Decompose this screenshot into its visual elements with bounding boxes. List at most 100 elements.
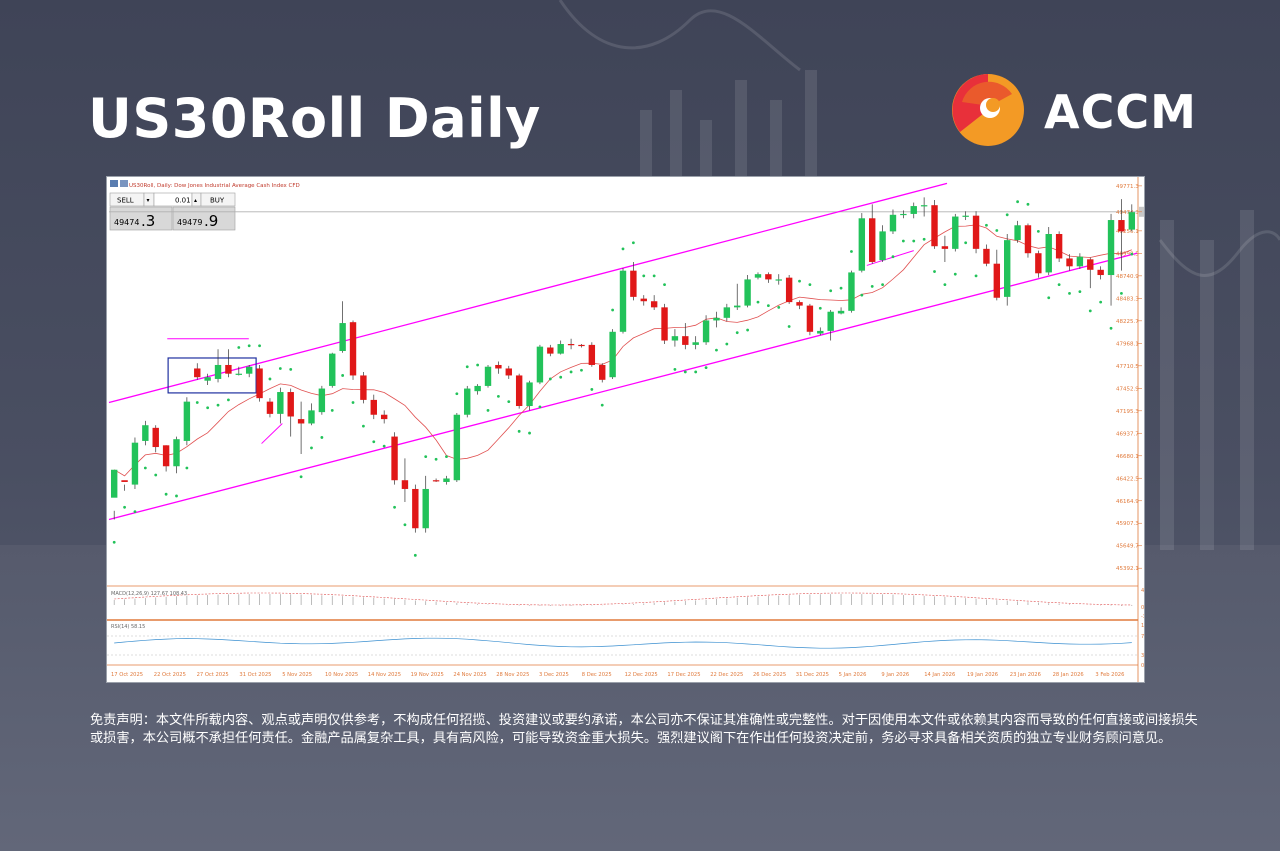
y-tick-label: 46937.7 [1116, 431, 1139, 437]
candle-body [245, 366, 253, 374]
sar-dot [1016, 200, 1019, 204]
sar-dot [528, 431, 531, 435]
sar-dot [808, 283, 812, 287]
candle-body [1045, 234, 1052, 273]
candle-body [515, 375, 523, 407]
y-tick-label: 45649.7 [1116, 544, 1139, 550]
sar-dot [683, 370, 687, 374]
candle-body [993, 263, 1001, 298]
highlight-box [167, 357, 257, 394]
sar-dot [933, 270, 936, 273]
candle-body [1024, 225, 1032, 254]
sar-dot [465, 365, 469, 369]
sar-dot [735, 331, 739, 335]
sar-dot [445, 455, 448, 459]
chart-header: US30Roll, Daily: Dow Jones Industrial Av… [129, 183, 300, 189]
candle-body [1128, 212, 1136, 230]
candle-body [817, 330, 824, 334]
candle-body [1076, 256, 1084, 267]
disclaimer-text: 免责声明：本文件所载内容、观点或声明仅供参考，不构成任何招揽、投资建议或要约承诺… [90, 713, 1198, 746]
sar-dot [517, 429, 521, 433]
sar-dot [164, 492, 168, 496]
x-tick-label: 24 Nov 2025 [453, 672, 486, 678]
sar-dot [351, 401, 355, 404]
y-tick-label: 47452.9 [1116, 386, 1139, 392]
trend-segment [261, 423, 283, 444]
candle-body [235, 373, 242, 375]
sar-dot [1005, 213, 1009, 217]
candle-body [464, 388, 471, 415]
trade-panel[interactable]: SELL ▾ 0.01 ▴ BUY 49474 .3 49479 .9 [109, 192, 236, 231]
candle-body [380, 414, 388, 420]
y-tick-label: 47195.3 [1116, 409, 1139, 415]
candle-body [412, 488, 419, 529]
sar-dot [631, 241, 635, 245]
candle-body [972, 215, 980, 249]
sar-dot [216, 403, 220, 407]
x-tick-label: 31 Dec 2025 [796, 672, 829, 678]
macd-signal-line [114, 592, 1132, 606]
sar-dot [1109, 326, 1113, 330]
candle-body [422, 488, 429, 529]
sar-dot [278, 367, 282, 370]
x-tick-label: 14 Nov 2025 [368, 672, 401, 678]
candle-body [495, 364, 502, 369]
sar-dot [299, 475, 303, 479]
x-tick-label: 19 Jan 2026 [967, 672, 998, 678]
candle-body [370, 399, 377, 415]
sell-price-frac: .3 [141, 212, 155, 230]
sar-dot [943, 283, 947, 287]
y-tick-label: 46422.5 [1116, 476, 1139, 482]
candle-body [484, 366, 492, 386]
buy-price-box[interactable] [172, 206, 236, 231]
x-tick-label: 26 Dec 2025 [753, 672, 786, 678]
candle-body [536, 346, 544, 383]
sar-dot [600, 403, 604, 407]
sell-price-box[interactable] [109, 206, 173, 231]
candle-body [1035, 253, 1042, 274]
sar-dot [362, 424, 365, 428]
channel-upper-line [108, 182, 948, 404]
candle-body [142, 425, 149, 441]
candle-body [505, 368, 512, 376]
y-tick-label: 48225.7 [1116, 319, 1139, 325]
y-tick-label: 46164.9 [1116, 499, 1139, 505]
sar-dot [403, 523, 407, 527]
sar-dot [455, 392, 459, 396]
sar-dot [1099, 300, 1103, 304]
candle-body [931, 205, 938, 247]
candle-body [785, 277, 793, 303]
sar-dot [673, 367, 677, 371]
x-tick-label: 28 Jan 2026 [1053, 672, 1084, 678]
sar-dot [393, 505, 396, 509]
candle-body [308, 410, 315, 424]
chart-panel: US30Roll, Daily: Dow Jones Industrial Av… [106, 176, 1145, 683]
candle-body [848, 272, 855, 311]
candle-body [225, 364, 232, 374]
candle-body [754, 274, 762, 278]
candle-body [941, 246, 949, 249]
candle-body [256, 368, 263, 399]
candle-body [401, 480, 409, 489]
x-tick-label: 22 Oct 2025 [154, 672, 186, 678]
candle-body [1055, 234, 1063, 259]
sar-dot [1036, 229, 1040, 233]
sar-dot [112, 540, 116, 544]
candle-body [806, 305, 814, 332]
sar-dot [974, 274, 978, 278]
y-tick-label: 47710.5 [1116, 364, 1139, 370]
candle-body [349, 322, 357, 376]
sar-dot [258, 344, 261, 348]
x-tick-label: 27 Oct 2025 [197, 672, 229, 678]
candle-body [630, 270, 637, 297]
x-tick-label: 9 Jan 2026 [881, 672, 909, 678]
sar-dot [985, 223, 988, 227]
sar-dot [715, 348, 718, 352]
rsi-label: RSI(14) 58.15 [111, 624, 145, 630]
buy-button[interactable] [200, 192, 236, 207]
candlestick-chart: US30Roll, Daily: Dow Jones Industrial Av… [107, 177, 1144, 682]
candle-body [734, 305, 741, 308]
sar-dot [839, 286, 843, 290]
candle-body [266, 401, 274, 414]
candle-body [1118, 220, 1125, 232]
